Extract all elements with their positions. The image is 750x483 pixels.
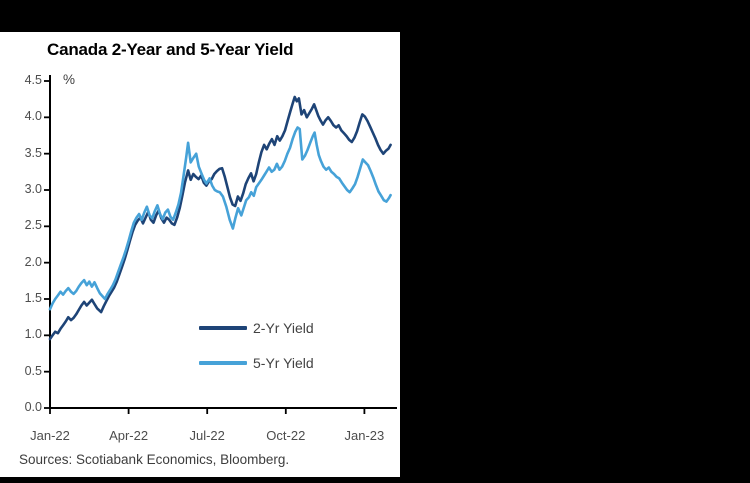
chart-panel: Canada 2-Year and 5-Year Yield % 4.5 4.0 3… — [0, 32, 400, 477]
sources-note: Sources: Scotiabank Economics, Bloomberg… — [19, 452, 290, 467]
x-tick-label: Oct-22 — [266, 428, 306, 443]
y-tick-label: 3.5 — [24, 145, 42, 160]
x-tick-label: Jan-23 — [344, 428, 385, 443]
y-tick-label: 4.0 — [24, 109, 42, 124]
y-tick-label: 2.5 — [24, 218, 42, 233]
legend: 2-Yr Yield 5-Yr Yield — [199, 320, 314, 390]
x-tick-label: Apr-22 — [109, 428, 149, 443]
plot-area — [44, 75, 397, 414]
y-tick-label: 0.0 — [24, 400, 42, 414]
y-tick-label: 3.0 — [24, 181, 42, 196]
y-tick-label: 1.5 — [24, 290, 42, 305]
y-tick-label: 0.5 — [24, 363, 42, 378]
legend-label-5yr: 5-Yr Yield — [253, 355, 314, 371]
legend-swatch-5yr — [199, 361, 247, 365]
chart-title: Canada 2-Year and 5-Year Yield — [47, 40, 294, 59]
y-axis-unit-label: % — [63, 72, 76, 87]
legend-item-5yr: 5-Yr Yield — [199, 355, 314, 371]
y-tick-label: 4.5 — [24, 72, 42, 87]
legend-label-2yr: 2-Yr Yield — [253, 320, 314, 336]
series-line-5yr — [48, 126, 392, 311]
x-tick-label: Jul-22 — [189, 428, 225, 443]
legend-swatch-2yr — [199, 326, 247, 330]
legend-item-2yr: 2-Yr Yield — [199, 320, 314, 336]
y-tick-label: 1.0 — [24, 327, 42, 342]
series-line-2yr — [48, 95, 392, 341]
x-tick-label: Jan-22 — [30, 428, 70, 443]
y-tick-label: 2.0 — [24, 254, 42, 269]
